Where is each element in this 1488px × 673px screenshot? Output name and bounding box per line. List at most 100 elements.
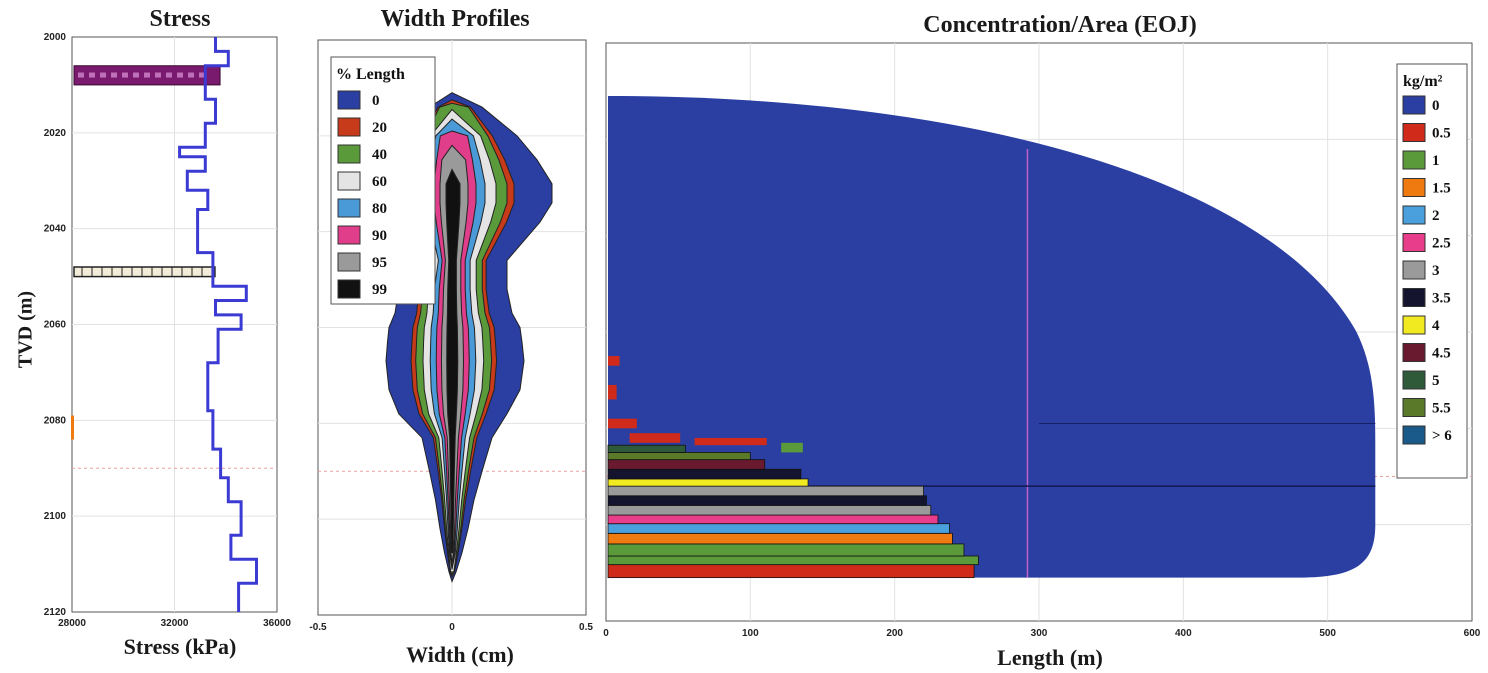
stress-title: Stress: [149, 6, 211, 32]
conc-x-tick-label: 200: [886, 628, 903, 639]
stress-y-tick-label: 2020: [44, 128, 67, 139]
stress-line: [178, 37, 258, 612]
proppant-patch: [608, 356, 620, 366]
stress-panel: 2000 2020 2040 2060 2080 2100 2120 28000 32000 3…: [44, 32, 292, 629]
fracture-envelope: [608, 95, 1376, 578]
conc-x-tick-label: 100: [742, 628, 759, 639]
width-legend-label: 60: [372, 174, 387, 190]
conc-legend-swatch: [1402, 95, 1426, 115]
perforation-dot: [78, 72, 84, 78]
stress-y-tick-label: 2080: [44, 415, 67, 426]
width-panel: % Length 0 20 40 60 80 90 95 99 -0.5 0 0.5: [309, 39, 593, 633]
conc-legend-title: kg/m²: [1403, 73, 1443, 90]
proppant-band: [607, 459, 766, 470]
conc-legend-label: 0.5: [1432, 126, 1451, 142]
stress-y-tick-label: 2000: [44, 32, 67, 43]
conc-legend-swatch: [1402, 315, 1426, 335]
proppant-patch: [694, 437, 767, 446]
width-legend-swatch: [337, 90, 361, 110]
conc-legend-label: 2.5: [1432, 236, 1451, 252]
conc-legend-label: 2: [1432, 208, 1440, 224]
width-legend-swatch: [337, 171, 361, 191]
proppant-band: [607, 452, 751, 461]
perforation-dot: [100, 72, 106, 78]
proppant-band: [607, 514, 939, 525]
conc-legend-swatch: [1402, 398, 1426, 417]
width-legend-title: % Length: [336, 66, 405, 83]
stress-y-tick-label: 2040: [44, 224, 67, 235]
conc-legend-label: 3.5: [1432, 291, 1451, 307]
marker-zone: [73, 266, 216, 278]
conc-x-tick-label: 0: [603, 628, 609, 639]
width-legend-swatch: [337, 225, 361, 245]
perforation-dot: [89, 72, 95, 78]
width-xlabel: Width (cm): [406, 642, 514, 667]
width-legend-swatch: [337, 117, 361, 137]
proppant-band: [607, 444, 686, 453]
proppant-patch: [629, 433, 681, 443]
width-x-ticks: -0.5 0 0.5: [309, 622, 593, 633]
proppant-band: [607, 523, 950, 534]
concentration-fracture: [607, 95, 1376, 579]
width-legend-swatch: [337, 198, 361, 218]
width-legend-label: 80: [372, 201, 387, 217]
width-profile-99: [445, 168, 461, 554]
width-legend-label: 95: [372, 255, 387, 271]
width-profiles-title: Width Profiles: [380, 6, 530, 32]
conc-legend-swatch: [1402, 260, 1426, 280]
conc-legend-label: 5: [1432, 373, 1440, 389]
perforation-dot: [199, 72, 205, 78]
proppant-band: [607, 564, 975, 579]
stress-y-tick-label: 2120: [44, 607, 67, 618]
stress-xlabel: Stress (kPa): [123, 634, 237, 659]
conc-legend-swatch: [1402, 123, 1426, 142]
proppant-band: [607, 532, 953, 545]
stress-y-tick-label: 2060: [44, 320, 67, 331]
concentration-panel: kg/m² 0 0.5 1 1.5 2 2.5 3 3.5 4 4.5 5 5.5 > 6 0 100 200…: [603, 42, 1481, 639]
conc-legend-swatch: [1402, 178, 1426, 197]
width-x-tick-label: 0: [449, 622, 455, 633]
proppant-band: [607, 485, 924, 497]
stress-grid: [72, 37, 277, 612]
width-legend-swatch: [337, 144, 361, 164]
stress-zones: [71, 65, 221, 440]
width-legend-swatch: [337, 279, 361, 299]
proppant-patch: [781, 442, 803, 453]
perforation-dot: [144, 72, 150, 78]
conc-legend-label: 4: [1432, 318, 1440, 334]
conc-legend-label: 3: [1432, 263, 1440, 279]
perforation-dot: [188, 72, 194, 78]
conc-x-tick-label: 400: [1175, 628, 1192, 639]
length-xlabel: Length (m): [997, 645, 1103, 670]
perforation-dot: [133, 72, 139, 78]
conc-legend-swatch: [1402, 425, 1426, 445]
conc-legend-label: 5.5: [1432, 401, 1451, 417]
conc-x-tick-label: 500: [1319, 628, 1336, 639]
conc-legend-label: 1.5: [1432, 181, 1451, 197]
width-x-tick-label: 0.5: [579, 622, 593, 633]
proppant-band: [607, 543, 965, 557]
proppant-patch: [608, 384, 617, 400]
conc-legend-label: 0: [1432, 98, 1440, 114]
conc-legend-swatch: [1402, 370, 1426, 390]
perforation-dot: [122, 72, 128, 78]
perforation-dot: [177, 72, 183, 78]
proppant-band: [607, 504, 932, 516]
conc-legend-label: 1: [1432, 153, 1440, 169]
conc-legend-swatch: [1402, 343, 1426, 362]
proppant-patch: [608, 418, 637, 429]
width-legend-label: 90: [372, 228, 387, 244]
conc-legend-swatch: [1402, 150, 1426, 170]
width-legend-swatch: [337, 252, 361, 272]
conc-legend-label: 4.5: [1432, 346, 1451, 362]
stress-x-tick-label: 32000: [161, 618, 189, 629]
conc-legend-swatch: [1402, 233, 1426, 252]
proppant-band: [607, 478, 809, 487]
conc-x-tick-label: 600: [1464, 628, 1481, 639]
width-legend-label: 20: [372, 120, 387, 136]
stress-orange-marker: [71, 415, 74, 440]
stress-x-tick-label: 28000: [58, 618, 86, 629]
proppant-band: [607, 495, 927, 506]
proppant-band: [607, 468, 802, 480]
